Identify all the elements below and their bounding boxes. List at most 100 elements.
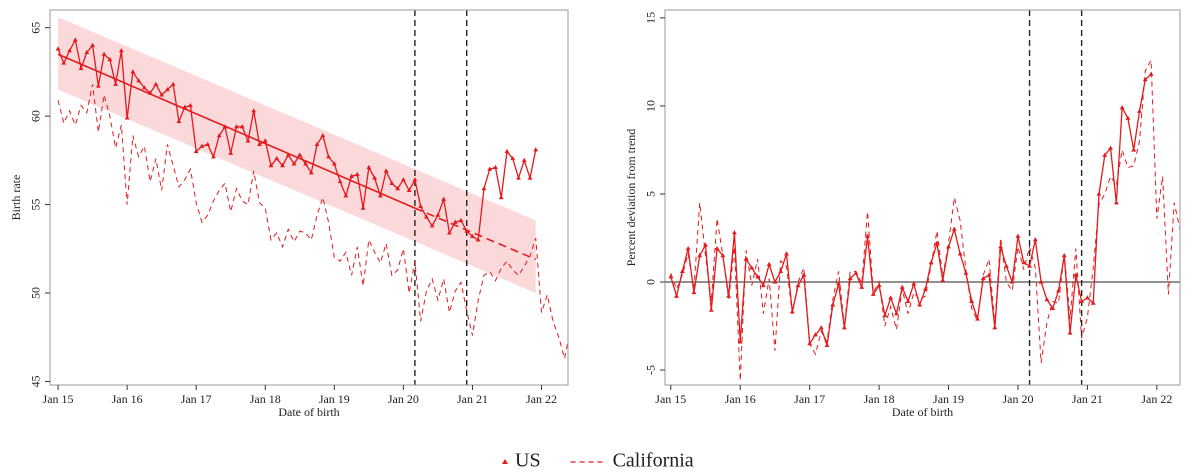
data-point — [980, 275, 986, 281]
data-point — [1096, 191, 1102, 196]
data-point — [245, 138, 251, 143]
data-point — [475, 237, 481, 242]
data-point — [481, 186, 487, 191]
data-point — [452, 219, 458, 224]
data-point — [136, 78, 142, 83]
data-point — [1085, 295, 1090, 300]
data-point — [424, 214, 429, 219]
data-point — [510, 155, 516, 161]
data-point — [1027, 263, 1032, 268]
data-point — [349, 173, 354, 178]
data-point — [859, 284, 865, 289]
data-point — [90, 42, 95, 47]
x-tick-label: Jan 18 — [864, 392, 895, 406]
data-point — [946, 244, 951, 249]
data-point — [521, 157, 527, 162]
data-point — [784, 251, 789, 256]
data-point — [691, 289, 697, 295]
series-line — [670, 73, 1152, 346]
data-point — [1137, 108, 1142, 113]
data-point — [360, 205, 366, 210]
data-point — [870, 291, 876, 296]
data-point — [818, 325, 824, 330]
data-point — [1125, 115, 1131, 120]
data-point — [679, 268, 685, 274]
legend-label: US — [515, 450, 541, 472]
data-point — [406, 187, 412, 193]
y-axis-title: Birth rate — [9, 175, 23, 221]
data-point — [778, 268, 784, 274]
data-point — [1050, 305, 1056, 311]
x-tick-label: Jan 21 — [1072, 392, 1103, 406]
data-point — [257, 141, 262, 147]
data-point — [389, 180, 395, 185]
x-tick-label: Jan 22 — [526, 392, 557, 406]
data-point — [1009, 279, 1015, 284]
x-tick-label: Jan 15 — [655, 392, 686, 406]
data-point — [487, 166, 493, 171]
data-point — [1113, 200, 1119, 205]
data-point — [1090, 300, 1096, 305]
data-point — [836, 281, 841, 286]
x-tick-label: Jan 22 — [1141, 392, 1172, 406]
data-point — [1073, 272, 1079, 277]
data-point — [141, 85, 147, 90]
data-point — [1067, 330, 1073, 335]
data-point — [314, 141, 320, 147]
plot-area — [55, 10, 568, 385]
x-tick-label: Jan 20 — [1002, 392, 1033, 406]
data-point — [894, 311, 899, 316]
data-point — [969, 298, 975, 303]
data-point — [685, 245, 691, 251]
y-tick-label: 5 — [644, 191, 658, 197]
data-point — [182, 104, 188, 109]
data-point — [251, 108, 257, 113]
y-tick-label: 60 — [29, 110, 43, 122]
data-point — [504, 148, 510, 154]
legend-swatch — [502, 459, 508, 464]
x-tick-label: Jan 18 — [250, 392, 281, 406]
data-point — [153, 81, 159, 86]
data-point — [372, 175, 378, 180]
data-point — [498, 194, 504, 200]
data-point — [1015, 233, 1021, 238]
data-point — [72, 37, 78, 42]
data-point — [732, 230, 737, 235]
plot-frame — [49, 9, 569, 386]
x-tick-label: Jan 19 — [319, 392, 350, 406]
data-point — [493, 164, 498, 170]
data-point — [205, 141, 211, 147]
x-tick-label: Jan 17 — [181, 392, 212, 406]
data-point — [951, 226, 957, 231]
data-point — [326, 154, 331, 159]
y-tick-label: -5 — [644, 365, 658, 375]
x-tick-label: Jan 20 — [388, 392, 419, 406]
data-point — [911, 281, 917, 286]
data-point — [533, 147, 539, 152]
data-point — [291, 161, 297, 166]
data-point — [176, 118, 182, 124]
data-point — [268, 163, 274, 168]
confidence-band — [58, 17, 536, 294]
data-point — [124, 115, 130, 120]
data-point — [441, 196, 447, 201]
data-point — [435, 212, 441, 217]
data-point — [992, 325, 998, 330]
plot-frame — [664, 9, 1181, 386]
data-point — [67, 48, 72, 53]
y-tick-label: 0 — [644, 279, 658, 285]
data-point — [78, 65, 84, 70]
plot-area — [665, 10, 1180, 385]
y-tick-label: 65 — [29, 22, 43, 34]
data-point — [343, 193, 349, 198]
data-point — [841, 325, 847, 330]
data-point — [1131, 147, 1137, 152]
data-point — [1108, 145, 1113, 150]
data-point — [795, 282, 801, 288]
data-point — [470, 233, 475, 239]
data-point — [865, 233, 870, 238]
x-axis-title: Date of birth — [892, 405, 953, 419]
data-point — [280, 163, 285, 168]
data-point — [708, 307, 714, 312]
